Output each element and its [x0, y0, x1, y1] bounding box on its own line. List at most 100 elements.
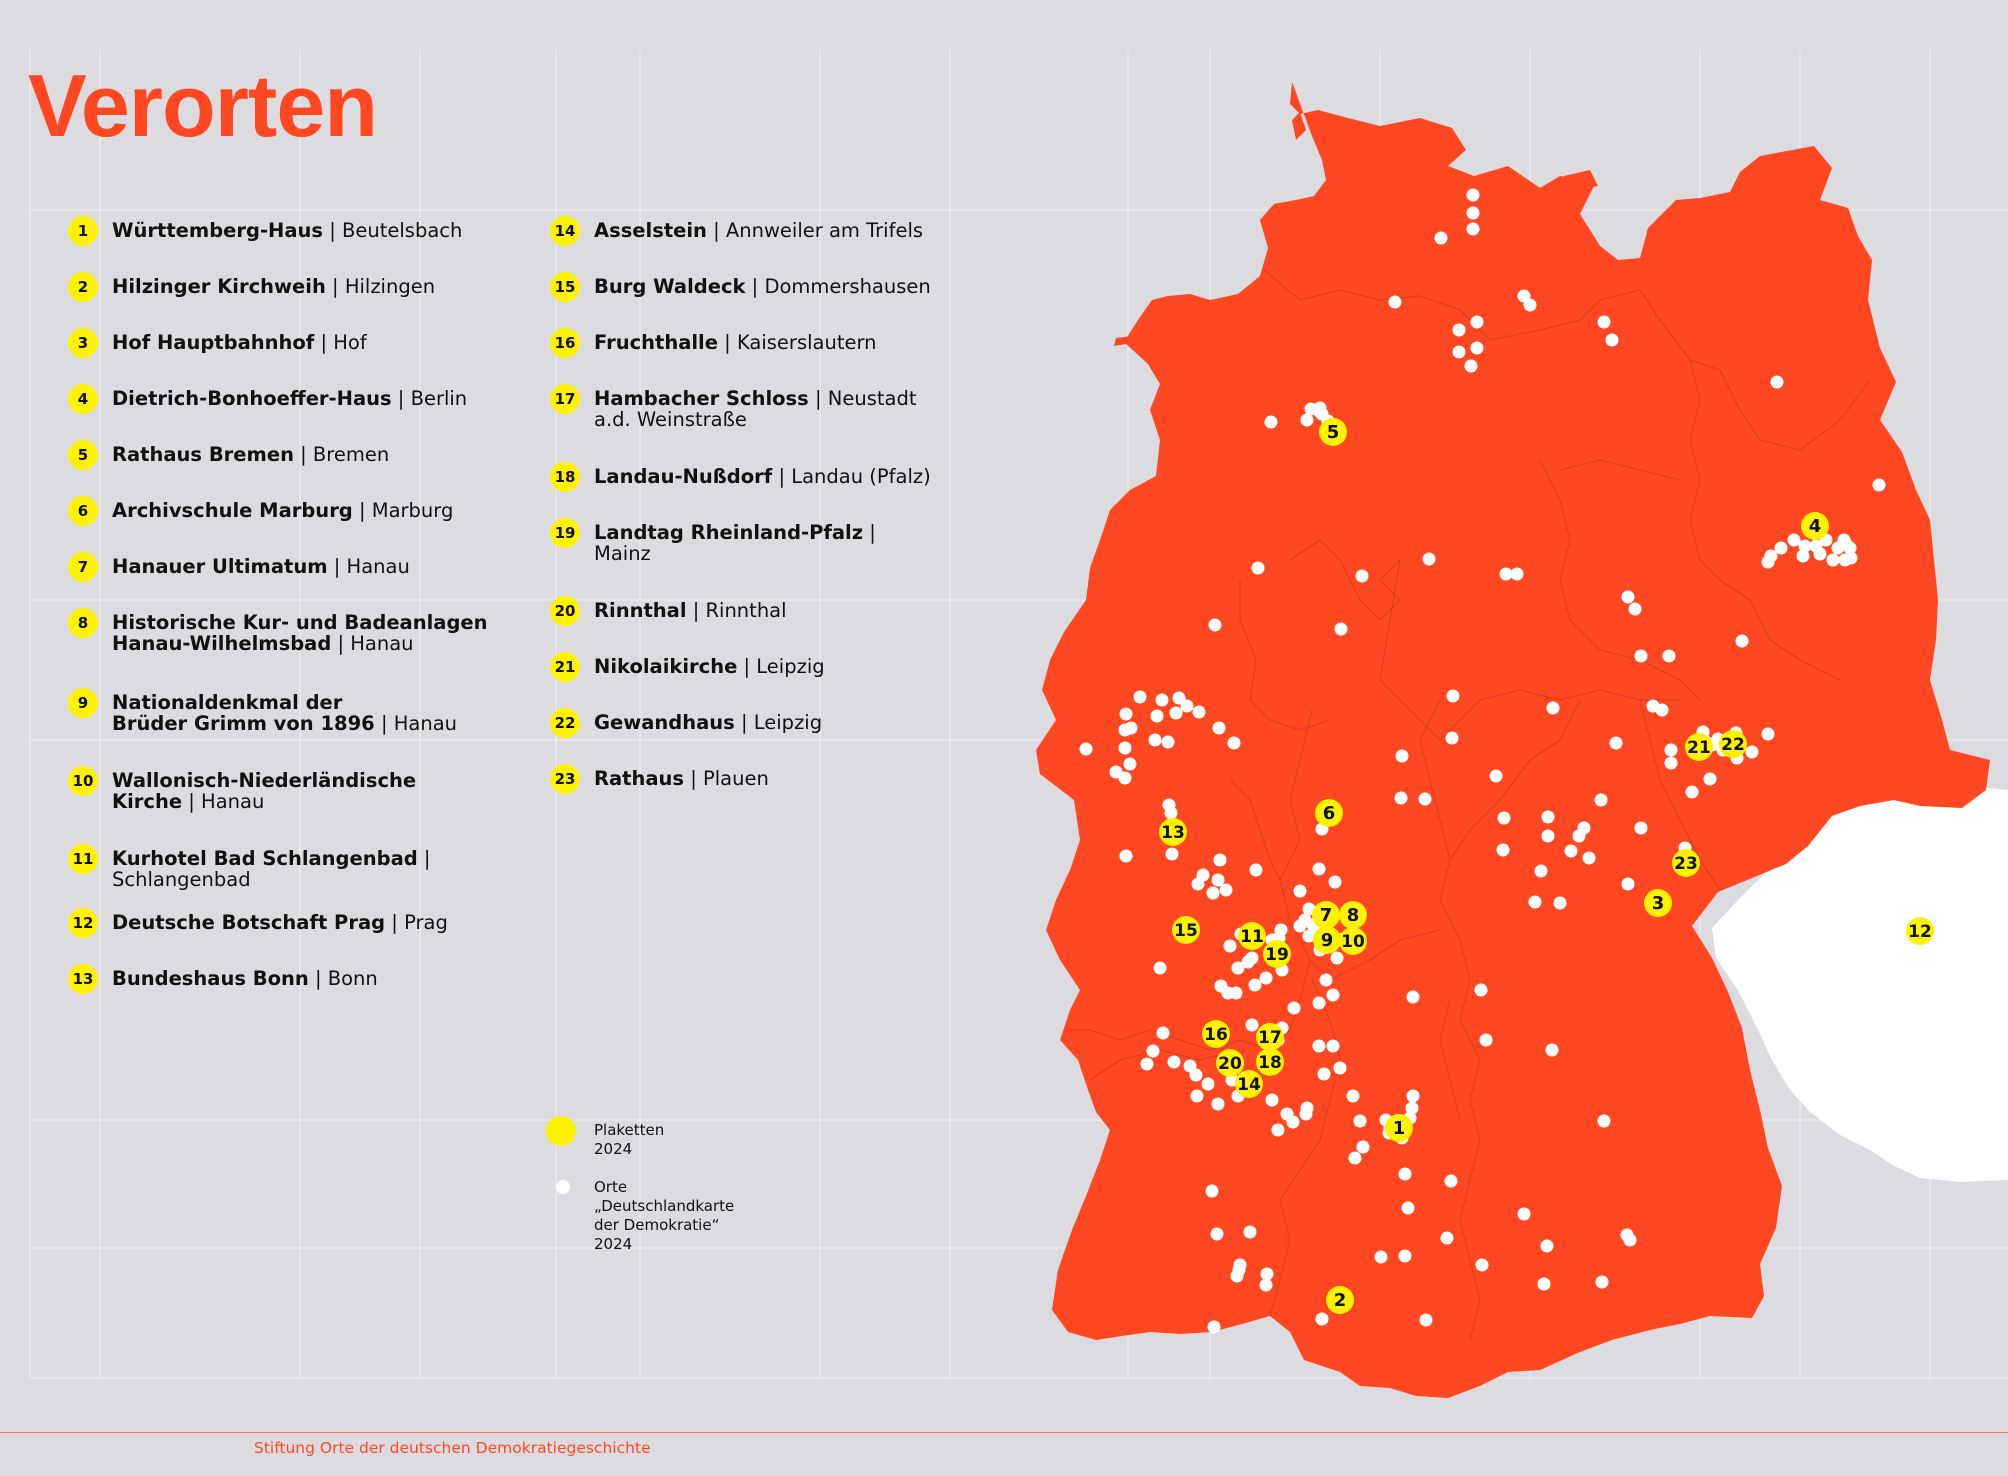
entry-place: Bonn	[327, 967, 378, 990]
ort-dot	[1079, 742, 1093, 756]
entry-name: Hambacher Schloss	[594, 387, 809, 410]
marker-circle	[1672, 849, 1700, 877]
marker-circle	[1216, 1049, 1244, 1077]
ort-dot	[1210, 1227, 1224, 1241]
marker-label: 11	[1240, 927, 1264, 947]
separator: |	[385, 911, 405, 934]
entry-name: Wallonisch-Niederländische Kirche	[112, 769, 417, 813]
entry-place: Hanau	[393, 712, 457, 735]
number-badge: 14	[550, 216, 580, 246]
entry-place: Marburg	[371, 499, 454, 522]
ort-dot	[1161, 735, 1175, 749]
number-badge: 6	[68, 496, 98, 526]
legend-entry-11: 11 Kurhotel Bad Schlangenbad | Schlangenb…	[68, 844, 430, 891]
ort-dot	[1761, 727, 1775, 741]
ort-dot	[1545, 1043, 1559, 1057]
plakette-marker-4: 4	[1801, 512, 1829, 540]
ort-dot	[1398, 1249, 1412, 1263]
number-badge: 9	[68, 688, 98, 718]
separator: |	[308, 967, 328, 990]
entry-text: Nikolaikirche | Leipzig	[594, 656, 825, 677]
ort-dot	[1356, 1140, 1370, 1154]
ort-dot	[1597, 1114, 1611, 1128]
ort-dot	[1401, 1201, 1415, 1215]
marker-circle	[1256, 1048, 1284, 1076]
separator: |	[684, 767, 703, 790]
entry-place: Hanau	[350, 632, 414, 655]
ort-dots	[1079, 188, 1886, 1334]
ort-dot	[1286, 1115, 1300, 1129]
plakette-marker-16: 16	[1202, 1020, 1230, 1048]
legend-entry-19: 19 Landtag Rheinland-Pfalz | Mainz	[550, 518, 876, 565]
number-badge: 3	[68, 328, 98, 358]
entry-text: Hof Hauptbahnhof | Hof	[112, 332, 367, 353]
marker-circle	[1313, 926, 1341, 954]
ort-dot	[1206, 886, 1220, 900]
entry-place: Hof	[333, 331, 367, 354]
ort-dot	[1274, 923, 1288, 937]
marker-label: 10	[1341, 932, 1365, 952]
ort-dot	[1355, 569, 1369, 583]
ort-dot	[1312, 862, 1326, 876]
entry-place: Schlangenbad	[112, 868, 251, 891]
legend-entry-13: 13 Bundeshaus Bonn | Bonn	[68, 964, 378, 994]
ort-dot	[1123, 757, 1137, 771]
legend-entry-3: 3 Hof Hauptbahnhof | Hof	[68, 328, 367, 358]
ort-dot	[1191, 877, 1205, 891]
marker-label: 4	[1809, 516, 1822, 537]
marker-circle	[1319, 418, 1347, 446]
entry-text: Asselstein | Annweiler am Trifels	[594, 220, 923, 241]
ort-dot	[1165, 847, 1179, 861]
ort-dot	[1346, 1089, 1360, 1103]
separator: |	[745, 275, 765, 298]
plakette-marker-11: 11	[1238, 922, 1266, 950]
ort-dot	[1796, 549, 1810, 563]
ort-dot	[1259, 971, 1273, 985]
ort-dot	[1312, 996, 1326, 1010]
number-badge: 12	[68, 908, 98, 938]
ort-dot	[1634, 821, 1648, 835]
ort-dot	[1172, 691, 1186, 705]
ort-dot	[1211, 873, 1225, 887]
entry-name: Gewandhaus	[594, 711, 735, 734]
marker-circle	[1801, 512, 1829, 540]
footer-divider	[0, 1432, 2008, 1433]
ort-dot	[1300, 413, 1314, 427]
ort-dot	[1156, 1026, 1170, 1040]
marker-circle	[1238, 922, 1266, 950]
marker-circle	[1312, 901, 1340, 929]
ort-dot	[1510, 567, 1524, 581]
number-badge: 2	[68, 272, 98, 302]
ort-dot	[1655, 703, 1669, 717]
ort-dot	[1293, 884, 1307, 898]
number-badge: 13	[68, 964, 98, 994]
entry-name: Kurhotel Bad Schlangenbad	[112, 847, 418, 870]
ort-dot	[1231, 961, 1245, 975]
entry-name: Württemberg-Haus	[112, 219, 324, 242]
marker-label: 14	[1237, 1075, 1261, 1095]
ort-dot	[1221, 986, 1235, 1000]
ort-dot	[1395, 749, 1409, 763]
entry-name: Nationaldenkmal der Brüder Grimm von 189…	[112, 691, 375, 735]
ort-dot	[1119, 849, 1133, 863]
legend-entry-17: 17 Hambacher Schloss | Neustadt a.d. Wein…	[550, 384, 916, 430]
ort-dot	[1418, 792, 1432, 806]
ort-dot	[1169, 706, 1183, 720]
plakette-marker-23: 23	[1672, 849, 1700, 877]
entry-place: Kaiserslautern	[736, 331, 877, 354]
white-dot-icon	[556, 1180, 570, 1194]
marker-label: 5	[1327, 422, 1340, 443]
ort-dot	[1735, 634, 1749, 648]
ort-dot	[1595, 1275, 1609, 1289]
legend-entry-7: 7 Hanauer Ultimatum | Hanau	[68, 552, 410, 582]
separator: |	[734, 711, 754, 734]
entry-place: Annweiler am Trifels	[725, 219, 924, 242]
entry-text: Nationaldenkmal der Brüder Grimm von 189…	[112, 692, 457, 734]
entry-text: Rinnthal | Rinnthal	[594, 600, 787, 621]
ort-dot	[1517, 1207, 1531, 1221]
yellow-marker-icon	[546, 1116, 576, 1146]
entry-text: Landau-Nußdorf | Landau (Pfalz)	[594, 466, 931, 487]
separator: |	[706, 219, 726, 242]
entry-place: Leipzig	[756, 655, 825, 678]
marker-label: 17	[1258, 1028, 1282, 1048]
